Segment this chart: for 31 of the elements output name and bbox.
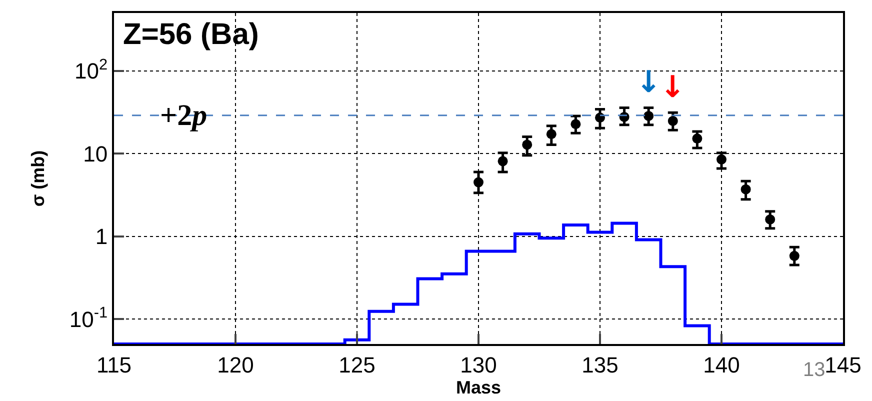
point — [692, 134, 702, 144]
x-tick-label: 125 — [338, 352, 376, 378]
y-axis-title: σ (mb) — [28, 150, 48, 207]
x-tick-label: 140 — [703, 352, 740, 378]
x-tick-label: 115 — [96, 352, 132, 378]
point — [522, 140, 532, 150]
point — [644, 110, 654, 121]
point — [716, 154, 726, 164]
x-tick-label: 120 — [217, 352, 254, 378]
x-axis-title: Mass — [456, 377, 502, 398]
point — [595, 112, 605, 123]
y-tick-label: 10$^{2}$ — [74, 56, 108, 84]
y-tick-label: 1 — [95, 224, 108, 250]
ref-line-label: +2p — [160, 99, 208, 132]
annotation: ↓ — [660, 70, 686, 105]
x-tick-label: 135 — [582, 352, 618, 378]
y-tick-label: 10$^{-1}$ — [69, 304, 108, 332]
annotation: ↓ — [636, 65, 662, 100]
point — [570, 119, 581, 130]
point — [668, 116, 678, 126]
point — [498, 156, 508, 166]
x-tick-label: 145 — [824, 352, 862, 378]
x-tick-label: 130 — [460, 352, 497, 378]
point — [474, 177, 484, 188]
point — [740, 184, 751, 194]
text: 13 — [803, 359, 826, 381]
point — [546, 129, 556, 140]
y-tick-label: 10 — [83, 141, 108, 166]
point — [789, 250, 800, 261]
point — [765, 214, 776, 224]
chart-title: Z=56 (Ba) — [123, 18, 259, 51]
